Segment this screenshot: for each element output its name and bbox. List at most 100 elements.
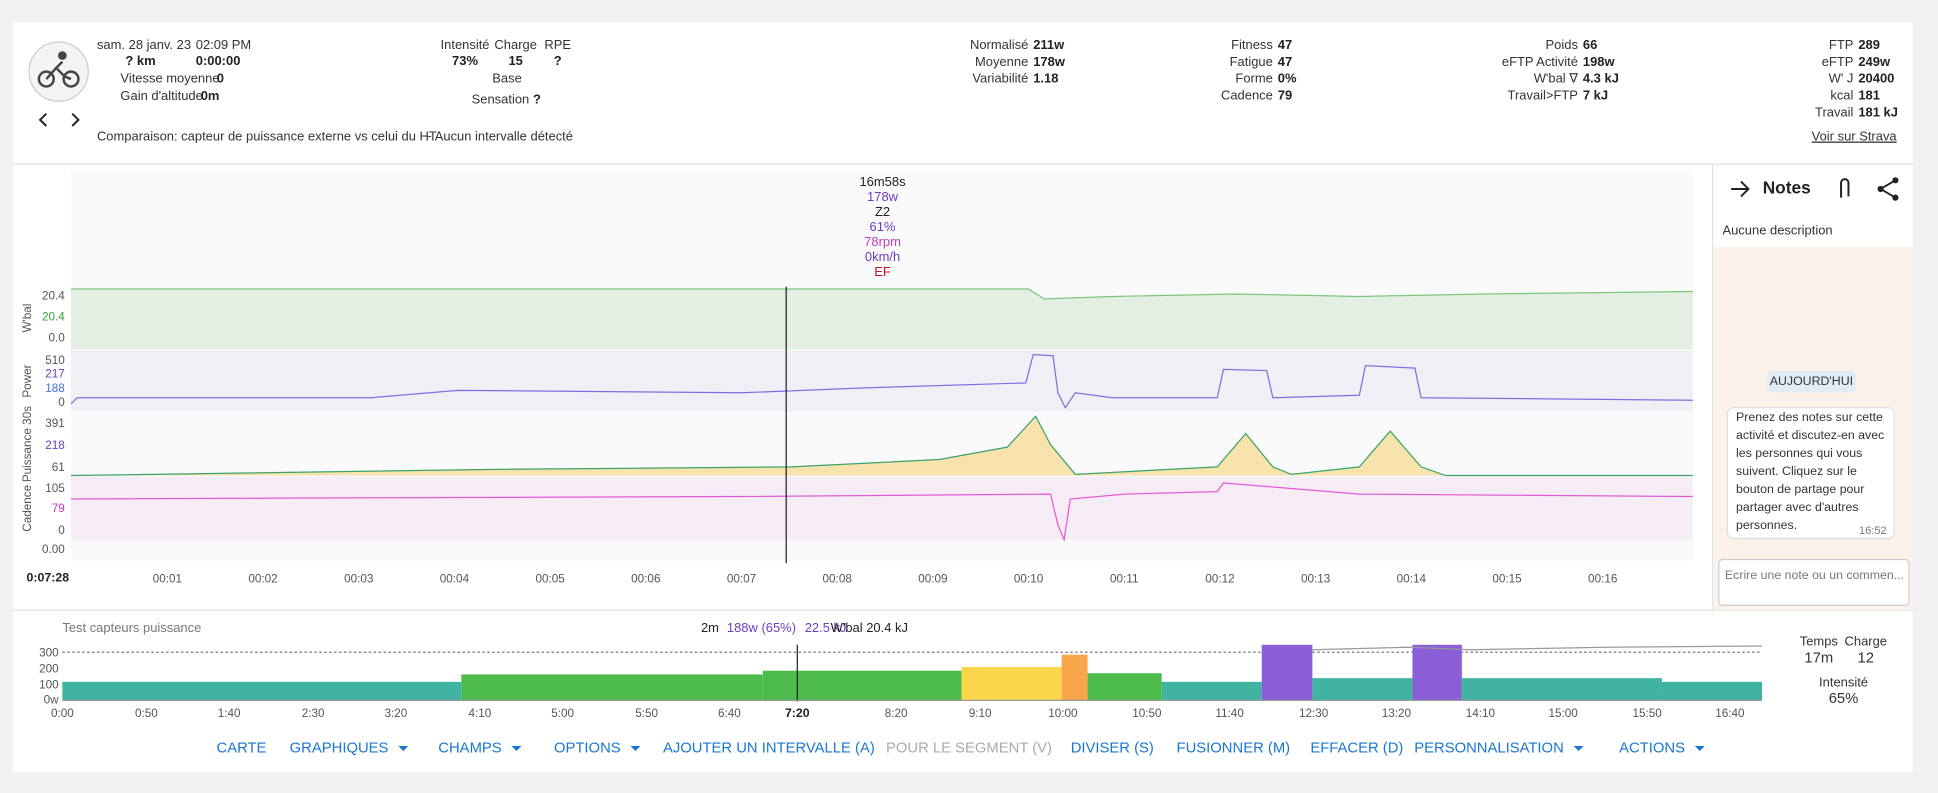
x-tick-label: 11:40 [1215, 707, 1244, 720]
toolbar-button[interactable]: OPTIONS [554, 740, 621, 756]
y-tick-label: 0 [58, 396, 65, 409]
description: Aucune description [1722, 222, 1832, 237]
tooltip-line: 16m58s [859, 174, 906, 189]
x-tick-label: 15:00 [1548, 707, 1578, 720]
toolbar-button[interactable]: FUSIONNER (M) [1177, 740, 1291, 756]
y-tick-label: 300 [39, 647, 59, 660]
y-tick-label: 200 [39, 663, 59, 676]
x-tick-label: 00:11 [1110, 572, 1138, 585]
y-tick-label: 61 [52, 461, 65, 474]
summary: W'bal 20.4 kJ [831, 620, 908, 635]
y-tick-label: 0.00 [42, 543, 65, 556]
x-tick-label: 9:10 [969, 707, 992, 720]
stat-value: 65% [1829, 691, 1859, 707]
stat-label: Sensation [472, 91, 530, 106]
tooltip-line: EF [874, 264, 891, 279]
stat-label: W'bal ∇ [1534, 71, 1579, 86]
stat-value: 47 [1278, 37, 1292, 52]
stat-value: 178w [1033, 54, 1066, 69]
x-tick-label: 14:10 [1466, 707, 1496, 720]
stat-label: Fitness [1231, 37, 1273, 52]
wbal-line [71, 288, 1693, 300]
stat-value: 0 [217, 70, 224, 85]
strava-link[interactable]: Voir sur Strava [1812, 129, 1898, 144]
summary: 2m [701, 620, 719, 635]
toolbar-button[interactable]: ACTIONS [1619, 740, 1685, 756]
message-line: les personnes qui vous [1736, 446, 1862, 460]
toolbar-button[interactable]: DIVISER (S) [1071, 740, 1154, 756]
toolbar-button[interactable]: EFFACER (D) [1310, 740, 1403, 756]
x-tick-label: 00:16 [1588, 572, 1617, 585]
stat-label: Travail>FTP [1508, 88, 1578, 103]
notes-title: Notes [1763, 178, 1811, 198]
stat-value: 181 kJ [1858, 104, 1898, 119]
comparison: Comparaison: capteur de puissance extern… [97, 129, 437, 144]
power-bg [71, 350, 1693, 412]
x-tick-label: 4:10 [468, 707, 491, 720]
x-tick-label: 00:10 [1014, 572, 1044, 585]
x-tick-label: 6:40 [718, 707, 741, 720]
x-tick-label: 00:07 [727, 572, 756, 585]
dropdown-arrow [1573, 746, 1584, 752]
input-placeholder: Ecrire une note ou un commen... [1725, 568, 1904, 582]
x-tick-label: 0:00 [51, 707, 74, 720]
message-time: 16:52 [1859, 525, 1887, 537]
stat-value: 181 [1858, 88, 1880, 103]
date: sam. 28 janv. 23 [97, 37, 191, 52]
stat-label: Intensité [441, 37, 490, 52]
stat-value: 0m [201, 88, 220, 103]
y-tick-label: 20.4 [42, 311, 65, 324]
x-tick-label: 00:08 [823, 572, 853, 585]
note-input[interactable] [1718, 558, 1910, 606]
stat-label: Intensité [1819, 674, 1868, 689]
stat-label: kcal [1830, 88, 1853, 103]
message-line: activité et discutez-en avec [1736, 428, 1884, 442]
wbal-area [71, 289, 1693, 350]
toolbar-button[interactable]: GRAPHIQUES [290, 740, 389, 756]
summary: 188w (65%) [727, 620, 796, 635]
close-arrow[interactable] [1731, 180, 1750, 198]
intervals: ~ Aucun intervalle détecté [424, 129, 573, 144]
message-line: bouton de partage pour [1736, 482, 1864, 496]
stat-label: Forme [1235, 71, 1272, 86]
x-tick-label: 5:50 [635, 707, 658, 720]
stat-label: W' J [1829, 71, 1854, 86]
x-tick-label: 00:01 [153, 572, 182, 585]
toolbar-button[interactable]: AJOUTER UN INTERVALLE (A) [663, 740, 875, 756]
dropdown-arrow [630, 746, 641, 752]
stat-label: Variabilité [972, 71, 1028, 86]
stat-label: Moyenne [975, 54, 1028, 69]
x-tick-label: 13:20 [1382, 707, 1412, 720]
y-tick-label: 218 [45, 439, 65, 452]
cadence-line [71, 482, 1693, 543]
x-tick-label: 16:40 [1715, 707, 1745, 720]
x-tick-label: 00:13 [1301, 572, 1330, 585]
y-tick-label: 510 [45, 354, 65, 367]
summary: 22.5 kJ [805, 620, 847, 635]
x-tick-label: 00:02 [248, 572, 277, 585]
nav-arrows[interactable] [38, 112, 80, 127]
toolbar-button[interactable]: CARTE [216, 740, 266, 756]
stat-label: Charge [1845, 634, 1887, 649]
attach-icon[interactable] [1840, 178, 1850, 198]
toolbar-button: POUR LE SEGMENT (V) [886, 740, 1052, 756]
power-line [70, 353, 1693, 409]
stat-value: 198w [1583, 54, 1616, 69]
message-line: partager avec d'autres [1736, 500, 1858, 514]
y-tick-label: 100 [39, 679, 59, 692]
x-tick-label: 10:50 [1132, 707, 1162, 720]
y-tick-label: 0 [58, 524, 65, 537]
toolbar-button[interactable]: CHAMPS [438, 740, 501, 756]
duration: 0:00:00 [196, 53, 241, 68]
tooltip-line: 61% [870, 219, 896, 234]
toolbar-button[interactable]: PERSONNALISATION [1414, 740, 1564, 756]
stat-value: 47 [1278, 54, 1292, 69]
x-tick-label: 00:05 [535, 572, 565, 585]
tooltip-line: 78rpm [864, 234, 901, 249]
stat-value: 66 [1583, 37, 1597, 52]
share-icon[interactable] [1877, 177, 1899, 201]
bike-glyph [37, 51, 80, 88]
day-chip [1766, 370, 1856, 393]
x-tick-label: 12:30 [1299, 707, 1329, 720]
